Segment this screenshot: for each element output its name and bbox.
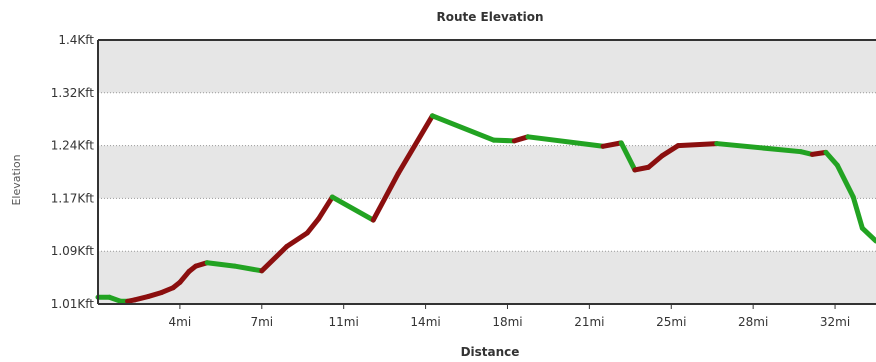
grid-bands	[98, 40, 876, 304]
ascent-segment	[259, 243, 290, 274]
ascent-segment	[304, 216, 322, 236]
x-axis-ticks: 4mi 7mi 11mi 14mi 18mi 21mi 25mi 28mi 32mi	[169, 304, 850, 329]
x-tick-label: 11mi	[329, 315, 359, 329]
descent-segment	[850, 194, 865, 231]
elevation-series	[95, 113, 876, 304]
x-tick-label: 28mi	[738, 315, 768, 329]
x-tick-label: 32mi	[820, 315, 850, 329]
x-tick-label: 14mi	[410, 315, 440, 329]
ascent-segment	[370, 170, 401, 223]
descent-segment	[525, 134, 606, 149]
ascent-segment	[316, 194, 335, 222]
x-tick-label: 18mi	[492, 315, 522, 329]
x-axis-title: Distance	[461, 345, 520, 359]
y-tick-label: 1.01Kft	[51, 297, 95, 311]
ascent-segment	[600, 140, 624, 149]
x-tick-label: 4mi	[169, 315, 192, 329]
y-axis-ticks: 1.01Kft 1.09Kft 1.17Kft 1.24Kft 1.32Kft 1.4Kf…	[51, 33, 95, 311]
y-tick-label: 1.4Kft	[58, 33, 94, 47]
x-tick-label: 25mi	[656, 315, 686, 329]
descent-segment	[618, 140, 638, 173]
y-axis-title: Elevation	[10, 154, 23, 205]
chart-title: Route Elevation	[436, 10, 543, 24]
descent-segment	[859, 225, 876, 244]
ascent-segment	[395, 113, 435, 176]
ascent-segment	[646, 153, 665, 170]
descent-segment	[204, 260, 237, 269]
descent-segment	[714, 141, 804, 155]
grid-band	[98, 145, 876, 199]
ascent-segment	[659, 143, 681, 159]
y-tick-label: 1.09Kft	[51, 244, 95, 258]
descent-segment	[231, 263, 265, 274]
y-tick-label: 1.24Kft	[51, 139, 95, 153]
x-tick-label: 7mi	[250, 315, 273, 329]
y-tick-label: 1.17Kft	[51, 191, 95, 205]
grid-band	[98, 251, 876, 304]
descent-segment	[491, 137, 517, 144]
y-tick-label: 1.32Kft	[51, 86, 95, 100]
grid-band	[98, 40, 876, 93]
x-tick-label: 21mi	[574, 315, 604, 329]
descent-segment	[329, 194, 376, 223]
ascent-segment	[284, 230, 310, 249]
descent-segment	[834, 162, 856, 200]
ascent-segment	[675, 141, 720, 149]
descent-segment	[429, 113, 497, 143]
plot-frame	[97, 39, 876, 305]
descent-segment	[823, 149, 840, 168]
